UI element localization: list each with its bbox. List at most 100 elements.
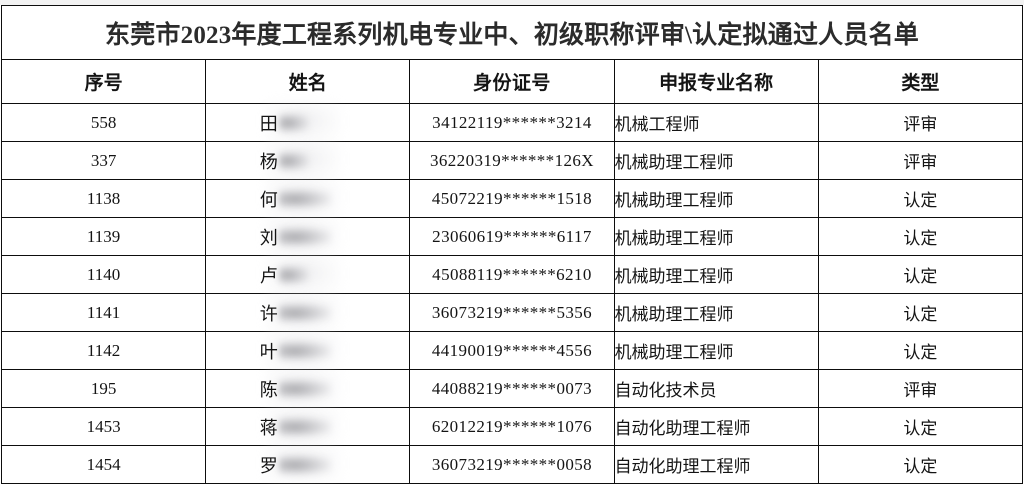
redacted-name-blur — [278, 302, 331, 323]
surname-text: 陈 — [259, 379, 278, 400]
cell-id-number: 44190019******4556 — [409, 331, 615, 370]
name-wrapper: 何 — [259, 176, 356, 217]
cell-name: 刘 — [205, 214, 411, 256]
cell-type: 评审 — [817, 141, 1024, 180]
cell-seq: 1453 — [0, 407, 207, 446]
cell-name: 蒋 — [205, 404, 411, 446]
redacted-name-blur — [278, 264, 309, 285]
cell-name: 杨 — [205, 138, 411, 180]
cell-id-number: 34122119******3214 — [409, 103, 615, 142]
cell-id-number: 62012219******1076 — [409, 407, 615, 446]
cell-id-number: 36220319******126X — [409, 141, 615, 180]
cell-seq: 558 — [0, 103, 207, 142]
name-wrapper: 陈 — [259, 366, 356, 407]
cell-major: 自动化助理工程师 — [613, 407, 819, 446]
cell-seq: 195 — [0, 369, 207, 408]
name-wrapper: 许 — [259, 290, 356, 331]
table-body: 东莞市2023年度工程系列机电专业中、初级职称评审\认定拟通过人员名单 序号 姓… — [0, 5, 1024, 484]
column-header-name: 姓名 — [205, 59, 411, 104]
cell-type: 认定 — [817, 255, 1024, 294]
table-row: 558 田 34122119******3214 机械工程师 评审 — [0, 100, 1024, 142]
name-wrapper: 杨 — [259, 138, 356, 179]
cell-major: 机械助理工程师 — [613, 141, 819, 180]
cell-major: 机械助理工程师 — [613, 179, 819, 218]
cell-id-number: 36073219******0058 — [409, 445, 615, 484]
cell-major: 自动化技术员 — [613, 369, 819, 408]
cell-seq: 1139 — [0, 217, 207, 256]
surname-text: 罗 — [259, 455, 278, 476]
name-wrapper: 罗 — [259, 442, 356, 483]
cell-type: 认定 — [817, 331, 1024, 370]
table-row: 1454 罗 36073219******0058 自动化助理工程师 认定 — [0, 442, 1024, 484]
redacted-name-blur — [278, 150, 309, 171]
column-header-id-number: 身份证号 — [409, 59, 615, 104]
name-wrapper: 田 — [259, 100, 356, 141]
cell-id-number: 45088119******6210 — [409, 255, 615, 294]
table-row: 1138 何 45072219******1518 机械助理工程师 认定 — [0, 176, 1024, 218]
redacted-name-blur — [278, 112, 309, 133]
redacted-name-blur — [278, 378, 331, 399]
cell-type: 认定 — [817, 293, 1024, 332]
cell-id-number: 44088219******0073 — [409, 369, 615, 408]
cell-id-number: 36073219******5356 — [409, 293, 615, 332]
table-row: 1142 叶 44190019******4556 机械助理工程师 认定 — [0, 328, 1024, 370]
surname-text: 田 — [259, 113, 278, 134]
table-header-row: 序号 姓名 身份证号 申报专业名称 类型 — [0, 59, 1024, 104]
cell-type: 认定 — [817, 217, 1024, 256]
column-header-seq: 序号 — [0, 59, 207, 104]
table-row: 1139 刘 23060619******6117 机械助理工程师 认定 — [0, 214, 1024, 256]
cell-major: 机械工程师 — [613, 103, 819, 142]
name-wrapper: 刘 — [259, 214, 356, 255]
redacted-name-blur — [278, 416, 331, 437]
cell-seq: 337 — [0, 141, 207, 180]
cell-seq: 1141 — [0, 293, 207, 332]
cell-seq: 1142 — [0, 331, 207, 370]
cell-name: 陈 — [205, 366, 411, 408]
cell-major: 机械助理工程师 — [613, 331, 819, 370]
cell-name: 卢 — [205, 252, 411, 294]
table-row: 195 陈 44088219******0073 自动化技术员 评审 — [0, 366, 1024, 408]
cell-major: 机械助理工程师 — [613, 217, 819, 256]
document-title: 东莞市2023年度工程系列机电专业中、初级职称评审\认定拟通过人员名单 — [1, 5, 1023, 60]
cell-seq: 1454 — [0, 445, 207, 484]
column-header-type: 类型 — [817, 59, 1024, 104]
cell-id-number: 45072219******1518 — [409, 179, 615, 218]
cell-name: 田 — [205, 100, 411, 142]
cell-major: 机械助理工程师 — [613, 255, 819, 294]
title-row: 东莞市2023年度工程系列机电专业中、初级职称评审\认定拟通过人员名单 — [1, 5, 1023, 60]
surname-text: 蒋 — [259, 417, 278, 438]
surname-text: 杨 — [259, 151, 278, 172]
cell-type: 评审 — [817, 369, 1024, 408]
cell-type: 评审 — [817, 103, 1024, 142]
approved-personnel-table: 东莞市2023年度工程系列机电专业中、初级职称评审\认定拟通过人员名单 序号 姓… — [0, 5, 1024, 484]
table-row: 337 杨 36220319******126X 机械助理工程师 评审 — [0, 138, 1024, 180]
cell-type: 认定 — [817, 407, 1024, 446]
table-row: 1140 卢 45088119******6210 机械助理工程师 认定 — [0, 252, 1024, 294]
table-row: 1141 许 36073219******5356 机械助理工程师 认定 — [0, 290, 1024, 332]
redacted-name-blur — [278, 226, 331, 247]
cell-name: 罗 — [205, 442, 411, 484]
cell-id-number: 23060619******6117 — [409, 217, 615, 256]
name-wrapper: 叶 — [259, 328, 356, 369]
surname-text: 何 — [259, 189, 278, 210]
name-wrapper: 卢 — [259, 252, 356, 293]
cell-seq: 1140 — [0, 255, 207, 294]
surname-text: 卢 — [259, 265, 278, 286]
redacted-name-blur — [278, 340, 331, 361]
table-row: 1453 蒋 62012219******1076 自动化助理工程师 认定 — [0, 404, 1024, 446]
cell-major: 机械助理工程师 — [613, 293, 819, 332]
cell-major: 自动化助理工程师 — [613, 445, 819, 484]
cell-name: 何 — [205, 176, 411, 218]
column-header-major: 申报专业名称 — [613, 59, 819, 104]
surname-text: 许 — [259, 303, 278, 324]
cell-name: 叶 — [205, 328, 411, 370]
cell-name: 许 — [205, 290, 411, 332]
page-top-band — [0, 0, 1024, 5]
surname-text: 刘 — [259, 227, 278, 248]
cell-type: 认定 — [817, 179, 1024, 218]
redacted-name-blur — [278, 188, 331, 209]
cell-type: 认定 — [817, 445, 1024, 484]
surname-text: 叶 — [259, 341, 278, 362]
redacted-name-blur — [278, 454, 331, 475]
